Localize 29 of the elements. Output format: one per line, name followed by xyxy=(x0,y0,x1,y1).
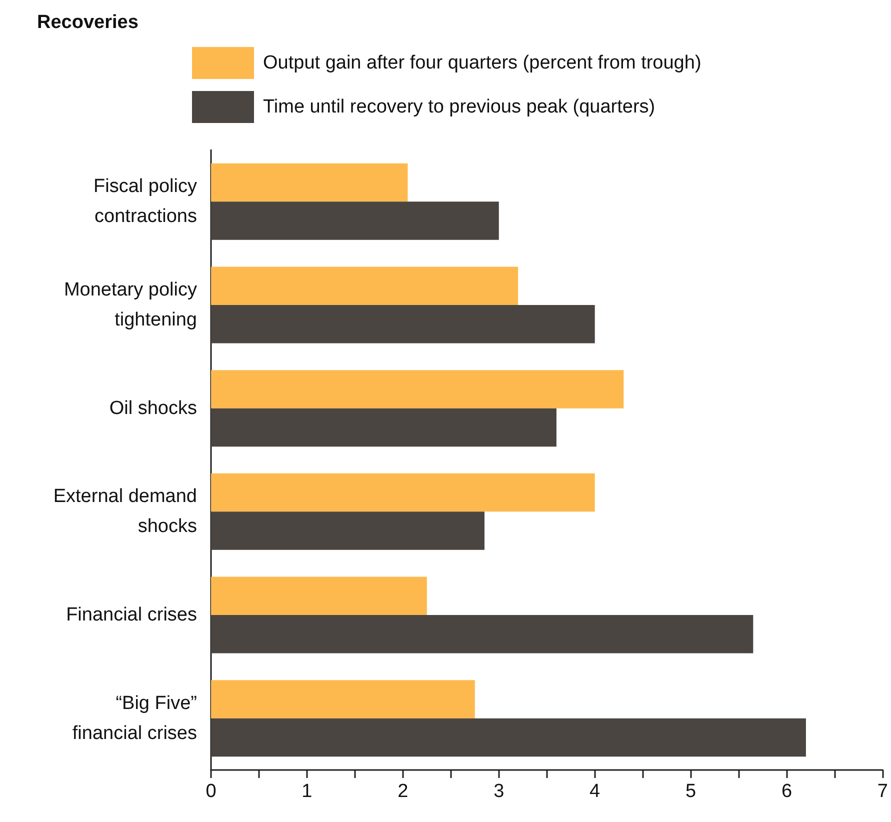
bar xyxy=(211,202,499,240)
bar xyxy=(211,615,754,654)
bar xyxy=(211,718,806,757)
chart-title: Recoveries xyxy=(37,12,138,33)
y-tick-label: Oil shocks xyxy=(109,398,197,419)
bar xyxy=(211,266,518,305)
bar xyxy=(211,576,427,615)
x-tick-label: 7 xyxy=(877,781,888,802)
bar xyxy=(211,163,408,202)
y-tick-label: Fiscal policy contractions xyxy=(94,176,198,228)
bar xyxy=(211,512,484,550)
y-tick-label: External demand shocks xyxy=(53,486,197,538)
legend-label: Output gain after four quarters (percent from trough) xyxy=(263,52,702,74)
x-tick-label: 5 xyxy=(686,781,696,802)
x-tick-label: 1 xyxy=(302,781,312,802)
y-tick-label: Financial crises xyxy=(66,604,197,626)
bar xyxy=(211,370,624,408)
bar xyxy=(211,408,556,447)
y-tick-label: “Big Five” financial crises xyxy=(72,692,197,744)
x-tick-label: 3 xyxy=(494,781,504,802)
legend-label: Time until recovery to previous peak (quarters) xyxy=(263,96,656,118)
x-tick-label: 0 xyxy=(206,781,216,802)
x-tick-label: 6 xyxy=(781,781,792,802)
bar xyxy=(211,305,595,344)
x-tick-label: 2 xyxy=(398,781,408,802)
y-tick-label: Monetary policy tightening xyxy=(64,280,198,330)
bar xyxy=(211,680,475,718)
x-tick-label: 4 xyxy=(590,781,601,802)
bar xyxy=(211,473,595,512)
